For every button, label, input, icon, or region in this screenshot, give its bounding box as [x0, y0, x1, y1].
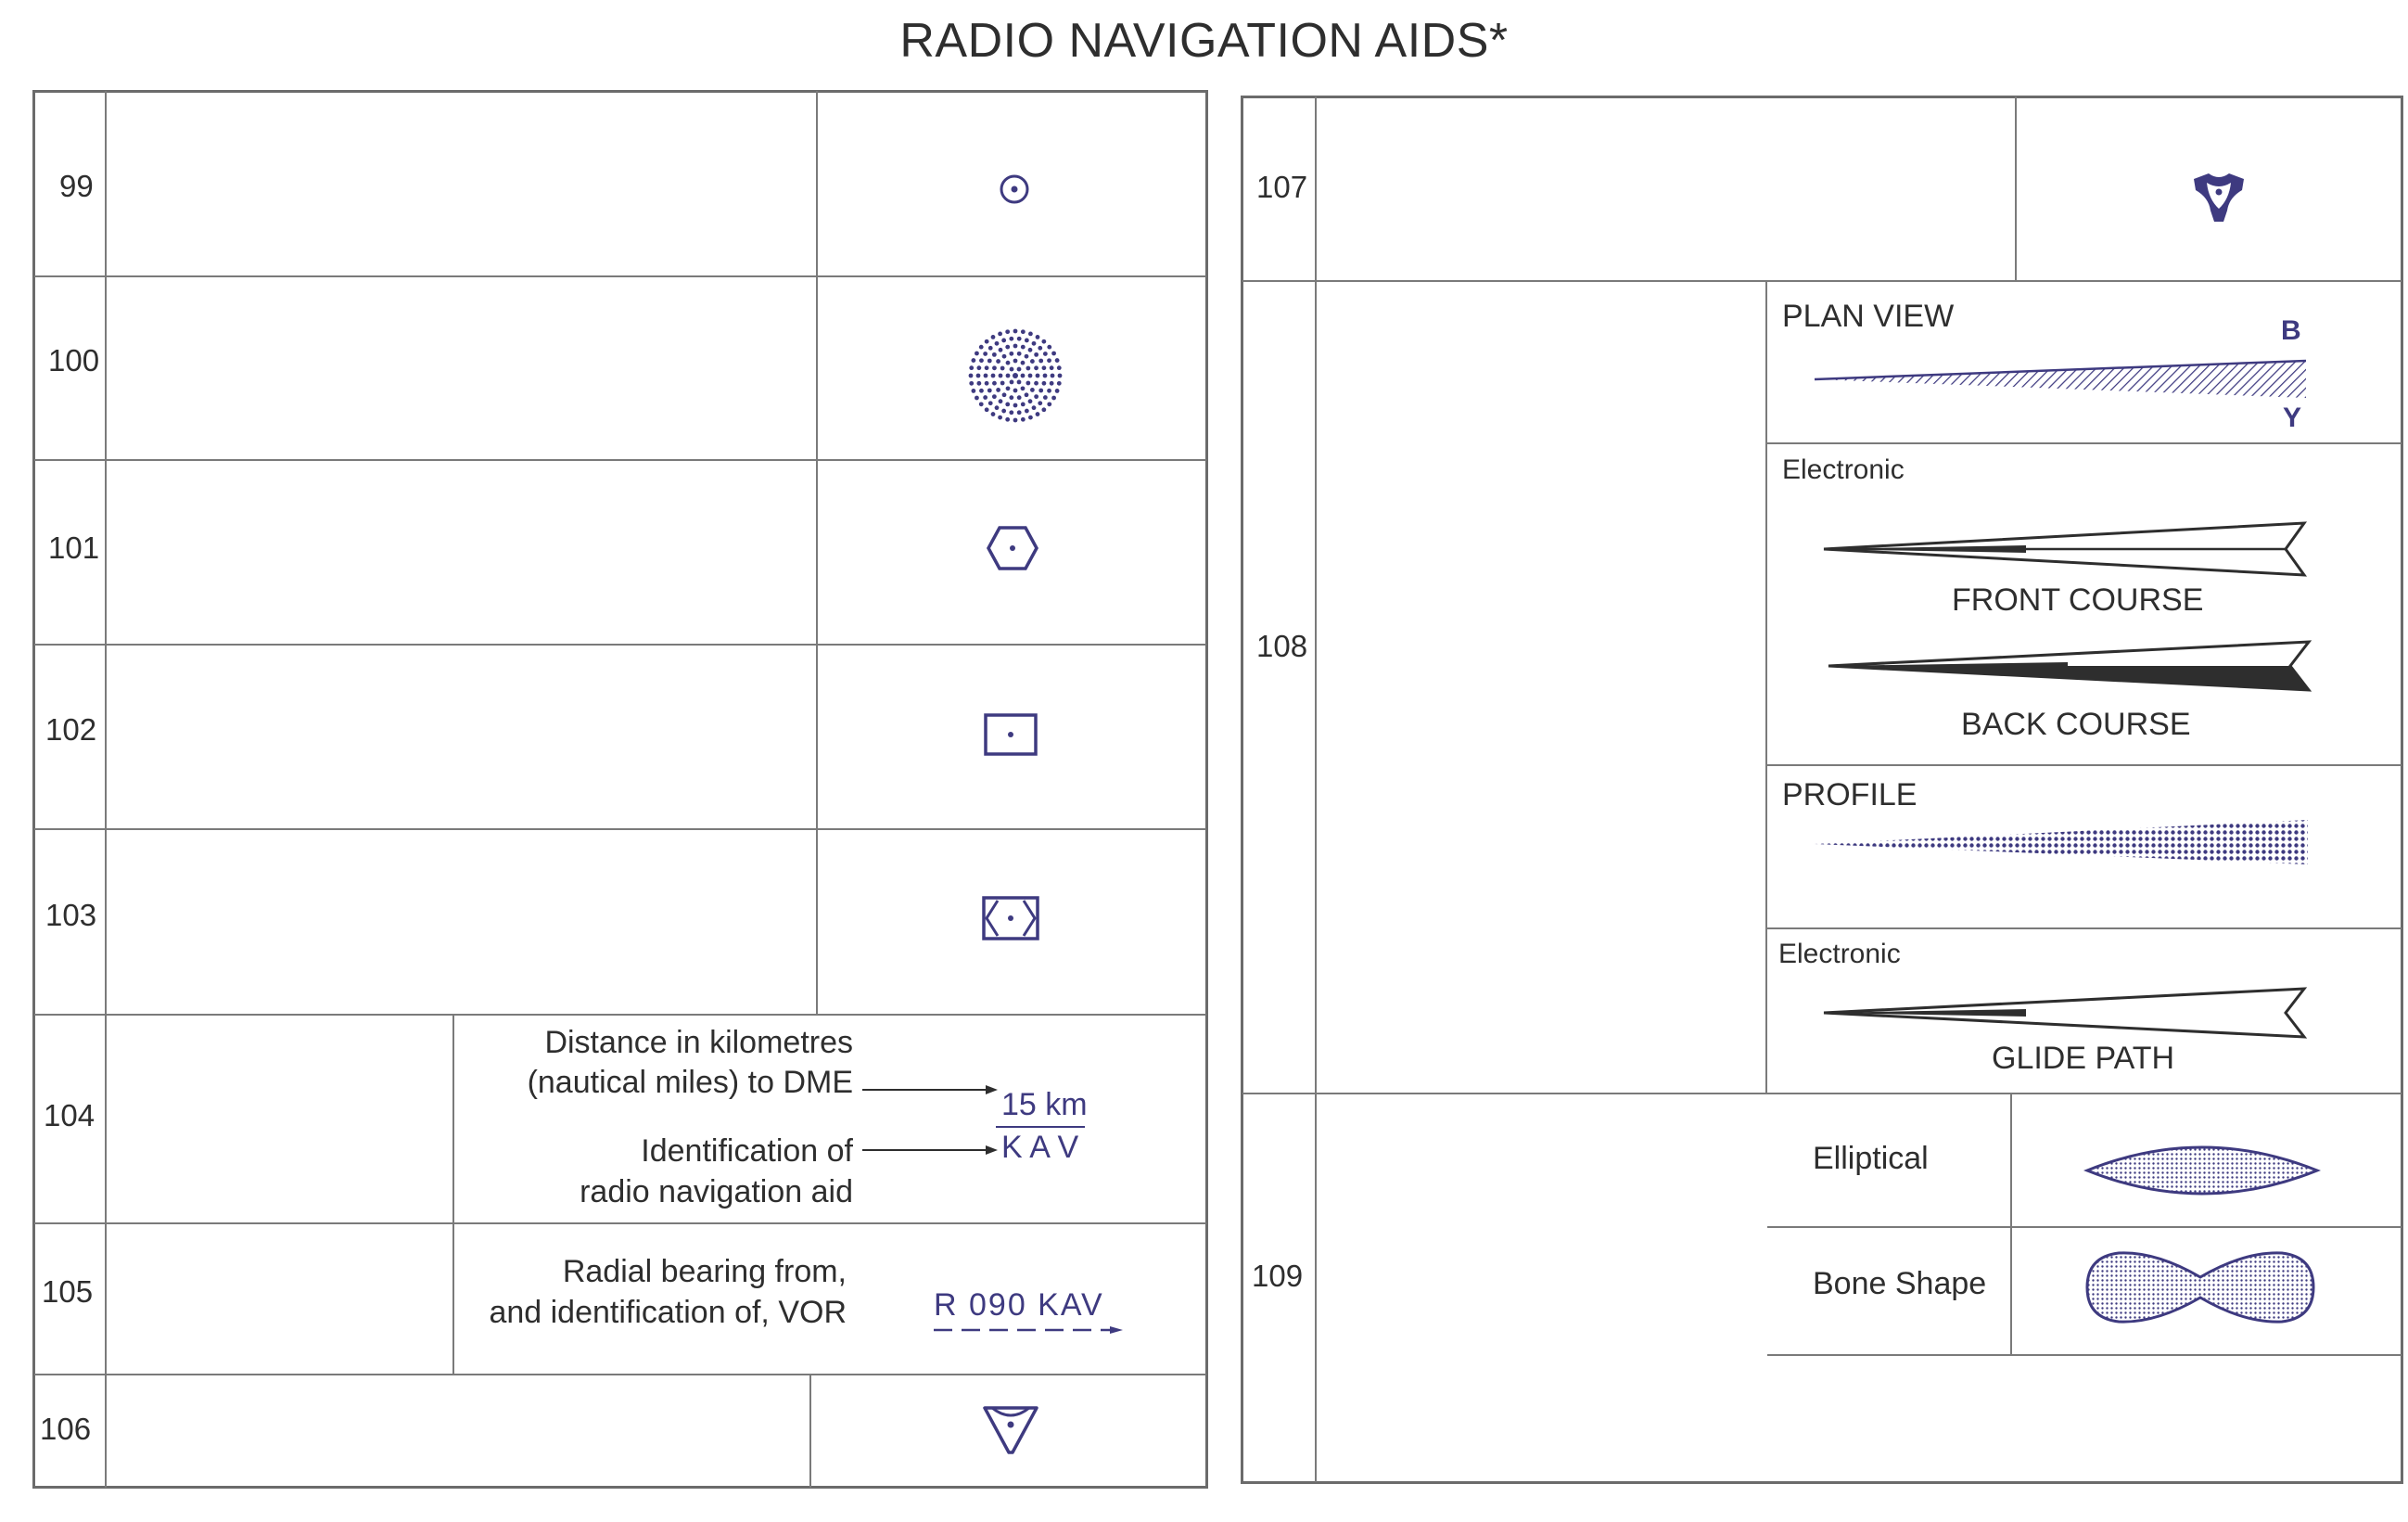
row-number-101: 101 — [48, 531, 100, 565]
row-number-104: 104 — [44, 1098, 96, 1132]
dme-distance-label-line2: (nautical miles) to DME — [527, 1065, 853, 1100]
left-row-divider — [34, 828, 1206, 830]
profile-label: PROFILE — [1782, 777, 1917, 812]
right-number-divider — [1315, 96, 1317, 1482]
right-sub-divider — [1767, 764, 2402, 766]
sample-distance: 15 km — [1001, 1087, 1088, 1122]
square-hexagon-icon — [982, 896, 1039, 940]
left-symbol-divider-lower — [809, 1374, 811, 1488]
page-title: RADIO NAVIGATION AIDS* — [899, 14, 1509, 68]
left-row-divider — [34, 275, 1206, 277]
right-sub-divider — [1767, 1226, 2402, 1228]
dotted-circle-icon — [968, 328, 1063, 423]
ident-label-line2: radio navigation aid — [580, 1174, 853, 1209]
row-number-107: 107 — [1256, 170, 1308, 204]
plan-view-end-y: Y — [2283, 403, 2302, 433]
glide-path-icon — [1823, 987, 2308, 1039]
row-number-108: 108 — [1256, 629, 1308, 663]
row-number-102: 102 — [45, 712, 97, 747]
left-row-divider — [34, 1014, 1206, 1016]
back-course-icon — [1828, 640, 2312, 692]
right-row-divider — [1242, 280, 2402, 282]
arrow-right-icon — [862, 1085, 998, 1094]
row-number-105: 105 — [42, 1274, 94, 1309]
elliptical-label: Elliptical — [1813, 1141, 1929, 1176]
row-number-100: 100 — [48, 343, 100, 377]
sample-ident: K A V — [1001, 1130, 1079, 1165]
right-sub-divider — [1767, 927, 2402, 929]
hexagon-icon — [987, 526, 1038, 570]
left-table — [32, 90, 1208, 1489]
dme-distance-label-line1: Distance in kilometres — [544, 1025, 853, 1060]
radial-label-line1: Radial bearing from, — [562, 1254, 847, 1289]
left-desc-divider — [452, 1014, 454, 1374]
fraction-line — [996, 1126, 1085, 1128]
profile-glideslope-icon — [1815, 820, 2308, 864]
square-dot-icon — [984, 713, 1038, 756]
electronic-label-2: Electronic — [1778, 939, 1901, 969]
radial-label-line2: and identification of, VOR — [489, 1295, 847, 1330]
right-symbol-divider-107 — [2015, 96, 2017, 280]
bone-marker-icon — [2085, 1251, 2315, 1324]
left-row-divider — [34, 1374, 1206, 1375]
plan-view-end-b: B — [2281, 315, 2301, 346]
electronic-label: Electronic — [1782, 454, 1905, 485]
right-table — [1241, 96, 2403, 1484]
left-symbol-divider-upper — [816, 91, 818, 1014]
ident-label-line1: Identification of — [641, 1133, 853, 1169]
right-desc-divider-109 — [2010, 1093, 2012, 1354]
dot-circle-icon — [1000, 174, 1029, 204]
row-number-103: 103 — [45, 898, 97, 932]
right-desc-divider-108 — [1765, 280, 1767, 1093]
right-sub-divider — [1767, 1354, 2402, 1356]
left-row-divider — [34, 644, 1206, 646]
row-number-106: 106 — [40, 1412, 92, 1446]
row-number-99: 99 — [59, 169, 94, 203]
arrow-right-icon — [862, 1145, 998, 1155]
radial-sample: R 090 KAV — [934, 1287, 1104, 1323]
elliptical-marker-icon — [2083, 1145, 2322, 1196]
left-row-divider — [34, 459, 1206, 461]
bone-shape-label: Bone Shape — [1813, 1266, 1987, 1301]
right-sub-divider — [1767, 442, 2402, 444]
trefoil-dot-icon — [2194, 173, 2244, 222]
row-number-109: 109 — [1252, 1259, 1304, 1293]
plan-view-label: PLAN VIEW — [1782, 299, 1955, 334]
back-course-label: BACK COURSE — [1961, 707, 2191, 742]
plan-view-localizer-icon — [1814, 359, 2307, 398]
triangle-dot-icon — [983, 1406, 1038, 1454]
left-row-divider — [34, 1222, 1206, 1224]
front-course-label: FRONT COURSE — [1952, 582, 2204, 618]
radial-underline — [934, 1326, 1123, 1334]
front-course-icon — [1823, 521, 2308, 577]
glide-path-label: GLIDE PATH — [1992, 1041, 2175, 1076]
left-number-divider — [105, 91, 107, 1488]
right-row-divider — [1242, 1093, 2402, 1094]
